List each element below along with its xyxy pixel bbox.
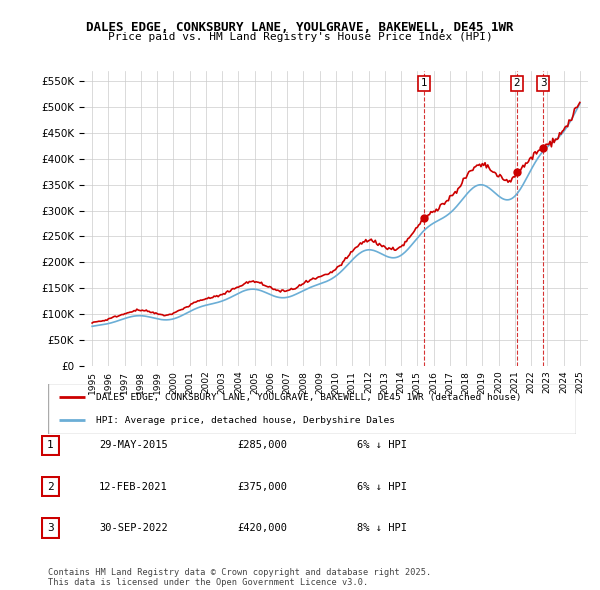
- Text: 29-MAY-2015: 29-MAY-2015: [99, 441, 168, 450]
- Text: 8% ↓ HPI: 8% ↓ HPI: [357, 523, 407, 533]
- Text: DALES EDGE, CONKSBURY LANE, YOULGRAVE, BAKEWELL, DE45 1WR: DALES EDGE, CONKSBURY LANE, YOULGRAVE, B…: [86, 21, 514, 34]
- Text: £285,000: £285,000: [237, 441, 287, 450]
- Text: 2: 2: [514, 78, 520, 88]
- Text: 1: 1: [47, 441, 54, 450]
- Text: 2: 2: [47, 482, 54, 491]
- Text: 6% ↓ HPI: 6% ↓ HPI: [357, 441, 407, 450]
- Text: 3: 3: [47, 523, 54, 533]
- Text: 30-SEP-2022: 30-SEP-2022: [99, 523, 168, 533]
- Text: Contains HM Land Registry data © Crown copyright and database right 2025.
This d: Contains HM Land Registry data © Crown c…: [48, 568, 431, 587]
- Text: Price paid vs. HM Land Registry's House Price Index (HPI): Price paid vs. HM Land Registry's House …: [107, 32, 493, 42]
- Text: 3: 3: [540, 78, 547, 88]
- Text: DALES EDGE, CONKSBURY LANE, YOULGRAVE, BAKEWELL, DE45 1WR (detached house): DALES EDGE, CONKSBURY LANE, YOULGRAVE, B…: [95, 392, 521, 402]
- Text: £375,000: £375,000: [237, 482, 287, 491]
- Text: 6% ↓ HPI: 6% ↓ HPI: [357, 482, 407, 491]
- Text: £420,000: £420,000: [237, 523, 287, 533]
- Text: HPI: Average price, detached house, Derbyshire Dales: HPI: Average price, detached house, Derb…: [95, 415, 395, 425]
- Text: 1: 1: [421, 78, 427, 88]
- Text: 12-FEB-2021: 12-FEB-2021: [99, 482, 168, 491]
